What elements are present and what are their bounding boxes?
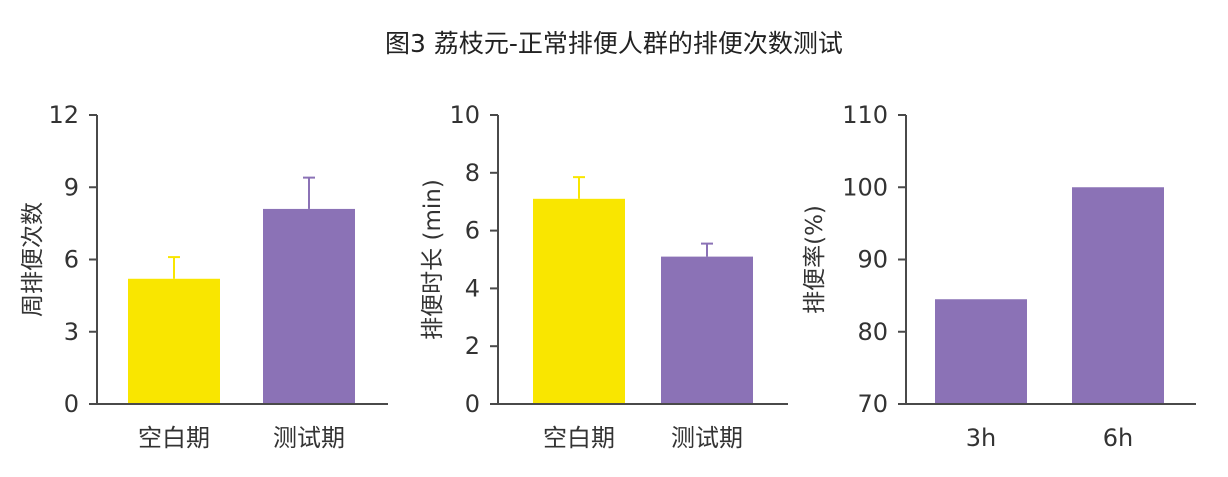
category-label: 测试期 — [671, 424, 743, 452]
y-tick-label: 0 — [465, 390, 480, 418]
chart-defecation-duration: 空白期 测试期 0 2 4 6 8 10 排便时长 (min) — [420, 101, 788, 452]
y-tick-label: 70 — [857, 390, 888, 418]
y-tick-label: 3 — [64, 318, 79, 346]
y-tick-label: 100 — [842, 173, 888, 201]
category-label: 6h — [1103, 424, 1133, 452]
bar-2 — [661, 256, 753, 404]
y-axis-label: 排便时长 (min) — [420, 179, 446, 340]
y-tick-label: 80 — [857, 318, 888, 346]
category-label: 空白期 — [138, 424, 210, 452]
y-tick-label: 6 — [64, 246, 79, 274]
y-tick-label: 6 — [465, 217, 480, 245]
bar-1 — [128, 278, 220, 404]
y-tick-label: 110 — [842, 101, 888, 129]
y-axis-label: 排便率(%) — [802, 205, 828, 314]
y-tick-label: 4 — [465, 274, 480, 302]
y-tick-label: 0 — [64, 390, 79, 418]
y-tick-label: 90 — [857, 246, 888, 274]
category-label: 3h — [966, 424, 996, 452]
bar-1 — [533, 198, 625, 404]
y-tick-label: 8 — [465, 159, 480, 187]
category-label: 测试期 — [273, 424, 345, 452]
bar-2 — [1072, 187, 1164, 404]
bar-1 — [935, 299, 1027, 404]
y-tick-label: 2 — [465, 332, 480, 360]
y-tick-label: 12 — [48, 101, 79, 129]
category-label: 空白期 — [543, 424, 615, 452]
y-tick-label: 10 — [449, 101, 480, 129]
y-tick-label: 9 — [64, 173, 79, 201]
chart-defecation-rate: 3h 6h 70 80 90 100 110 排便率(%) — [802, 101, 1196, 452]
figure-title: 图3 荔枝元-正常排便人群的排便次数测试 — [385, 29, 843, 58]
y-axis-label: 周排便次数 — [20, 202, 46, 317]
bar-2 — [263, 208, 355, 404]
chart-weekly-defecation-count: 空白期 测试期 0 3 6 9 12 周排便次数 — [20, 101, 388, 452]
